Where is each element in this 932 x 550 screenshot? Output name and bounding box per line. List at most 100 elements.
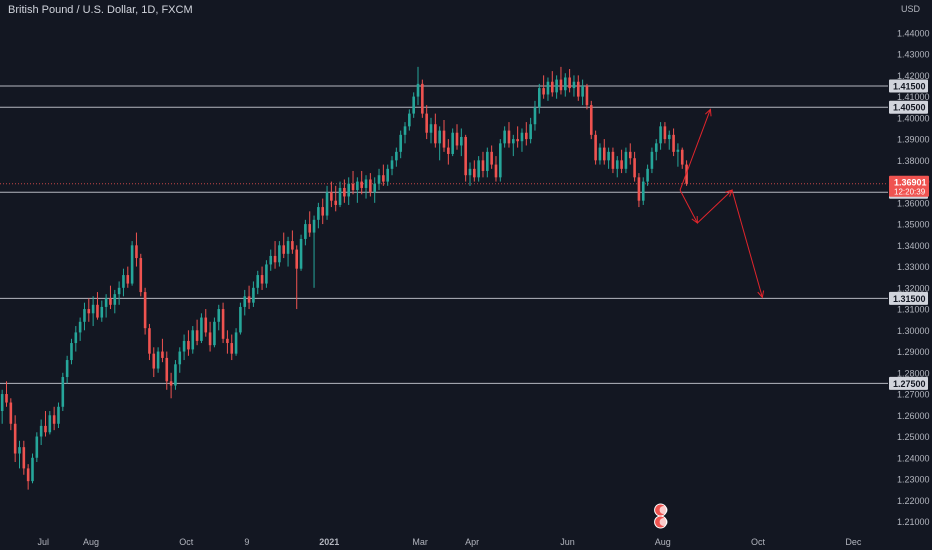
- candle-body: [100, 306, 104, 318]
- candle-body: [525, 132, 528, 140]
- candle-body: [273, 255, 277, 263]
- candle-body: [286, 241, 290, 254]
- candle-body: [360, 181, 363, 188]
- candle-body: [425, 113, 428, 133]
- candle-body: [78, 321, 82, 333]
- candle-body: [481, 160, 485, 171]
- price-tick-label: 1.28000: [897, 368, 930, 378]
- price-tick-label: 1.34000: [897, 241, 930, 251]
- candle-body: [477, 160, 480, 178]
- candle-body: [70, 343, 73, 361]
- candle-body: [473, 168, 476, 178]
- price-tick-label: 1.43000: [897, 50, 930, 60]
- candle-body: [260, 275, 264, 284]
- level-price-label: 1.31500: [893, 294, 926, 304]
- horizontal-levels: [0, 85, 888, 384]
- candle-body: [542, 88, 545, 95]
- candle-body: [659, 126, 662, 144]
- candle-body: [503, 130, 506, 144]
- time-tick-label: Mar: [412, 537, 428, 547]
- candle-body: [602, 147, 606, 161]
- candle-body: [663, 126, 667, 140]
- candle-body: [221, 309, 225, 339]
- candle-body: [148, 328, 151, 354]
- candle-body: [122, 275, 125, 288]
- candle-body: [239, 306, 242, 333]
- candle-body: [529, 124, 532, 140]
- candle-body: [234, 332, 238, 354]
- candle-body: [83, 309, 86, 322]
- candle-body: [213, 321, 216, 346]
- time-tick-label: Apr: [465, 537, 479, 547]
- candle-body: [620, 160, 623, 169]
- candle-body: [533, 107, 537, 125]
- candle-body: [325, 192, 329, 216]
- candle-body: [31, 457, 34, 482]
- candle-body: [628, 151, 632, 159]
- level-price-label-bg: [889, 291, 928, 305]
- candle-body: [174, 364, 177, 386]
- candle-body: [351, 183, 355, 191]
- candle-body: [451, 132, 454, 154]
- candle-body: [278, 245, 281, 263]
- candle-body: [442, 130, 446, 148]
- time-tick-label: Dec: [845, 537, 862, 547]
- candle-body: [308, 224, 312, 233]
- candle-body: [104, 298, 108, 307]
- candle-body: [334, 200, 338, 205]
- candle-body: [169, 381, 173, 386]
- price-tick-label: 1.25000: [897, 432, 930, 442]
- price-tick-label: 1.32000: [897, 283, 930, 293]
- candle-body: [48, 415, 52, 433]
- candle-body: [182, 340, 186, 352]
- candle-body: [161, 351, 164, 358]
- candle-body: [559, 79, 563, 91]
- countdown-label: 12:20:39: [894, 188, 926, 197]
- candle-body: [555, 79, 558, 93]
- candle-body: [312, 219, 316, 233]
- candle-body: [35, 436, 39, 458]
- price-tick-label: 1.42000: [897, 71, 930, 81]
- time-tick-label: Aug: [83, 537, 99, 547]
- candle-body: [594, 134, 597, 161]
- candle-body: [576, 81, 580, 97]
- candle-body: [624, 151, 628, 169]
- price-tick-label: 1.39000: [897, 135, 930, 145]
- candle-body: [200, 317, 203, 341]
- candle-body: [282, 245, 286, 254]
- candle-body: [265, 264, 268, 284]
- candle-body: [343, 187, 346, 197]
- candle-body: [646, 168, 649, 182]
- price-tick-label: 1.22000: [897, 496, 930, 506]
- price-tick-label: 1.26000: [897, 411, 930, 421]
- candle-body: [641, 181, 645, 201]
- candle-body: [52, 415, 56, 424]
- projection-arrow-up-head: [704, 108, 712, 117]
- level-price-label: 1.27500: [893, 379, 926, 389]
- candle-body: [44, 425, 47, 433]
- candle-body: [256, 275, 260, 288]
- candle-body: [87, 309, 91, 314]
- price-tick-label: 1.24000: [897, 453, 930, 463]
- candle-body: [680, 149, 684, 165]
- candle-body: [113, 294, 117, 305]
- candle-body: [96, 304, 99, 318]
- candle-body: [585, 85, 589, 106]
- candle-body: [126, 275, 130, 284]
- candle-body: [347, 183, 351, 197]
- price-tick-label: 1.27000: [897, 390, 930, 400]
- candle-body: [217, 309, 221, 322]
- candle-body: [165, 357, 169, 382]
- candle-body: [22, 447, 26, 469]
- candle-body: [109, 298, 112, 305]
- candle-body: [598, 147, 602, 161]
- candle-body: [178, 351, 182, 365]
- price-tick-label: 1.21000: [897, 517, 930, 527]
- price-tick-label: 1.41000: [897, 92, 930, 102]
- candle-body: [204, 317, 208, 333]
- candle-body: [438, 130, 441, 144]
- candle-body: [338, 187, 342, 205]
- candle-body: [152, 353, 156, 369]
